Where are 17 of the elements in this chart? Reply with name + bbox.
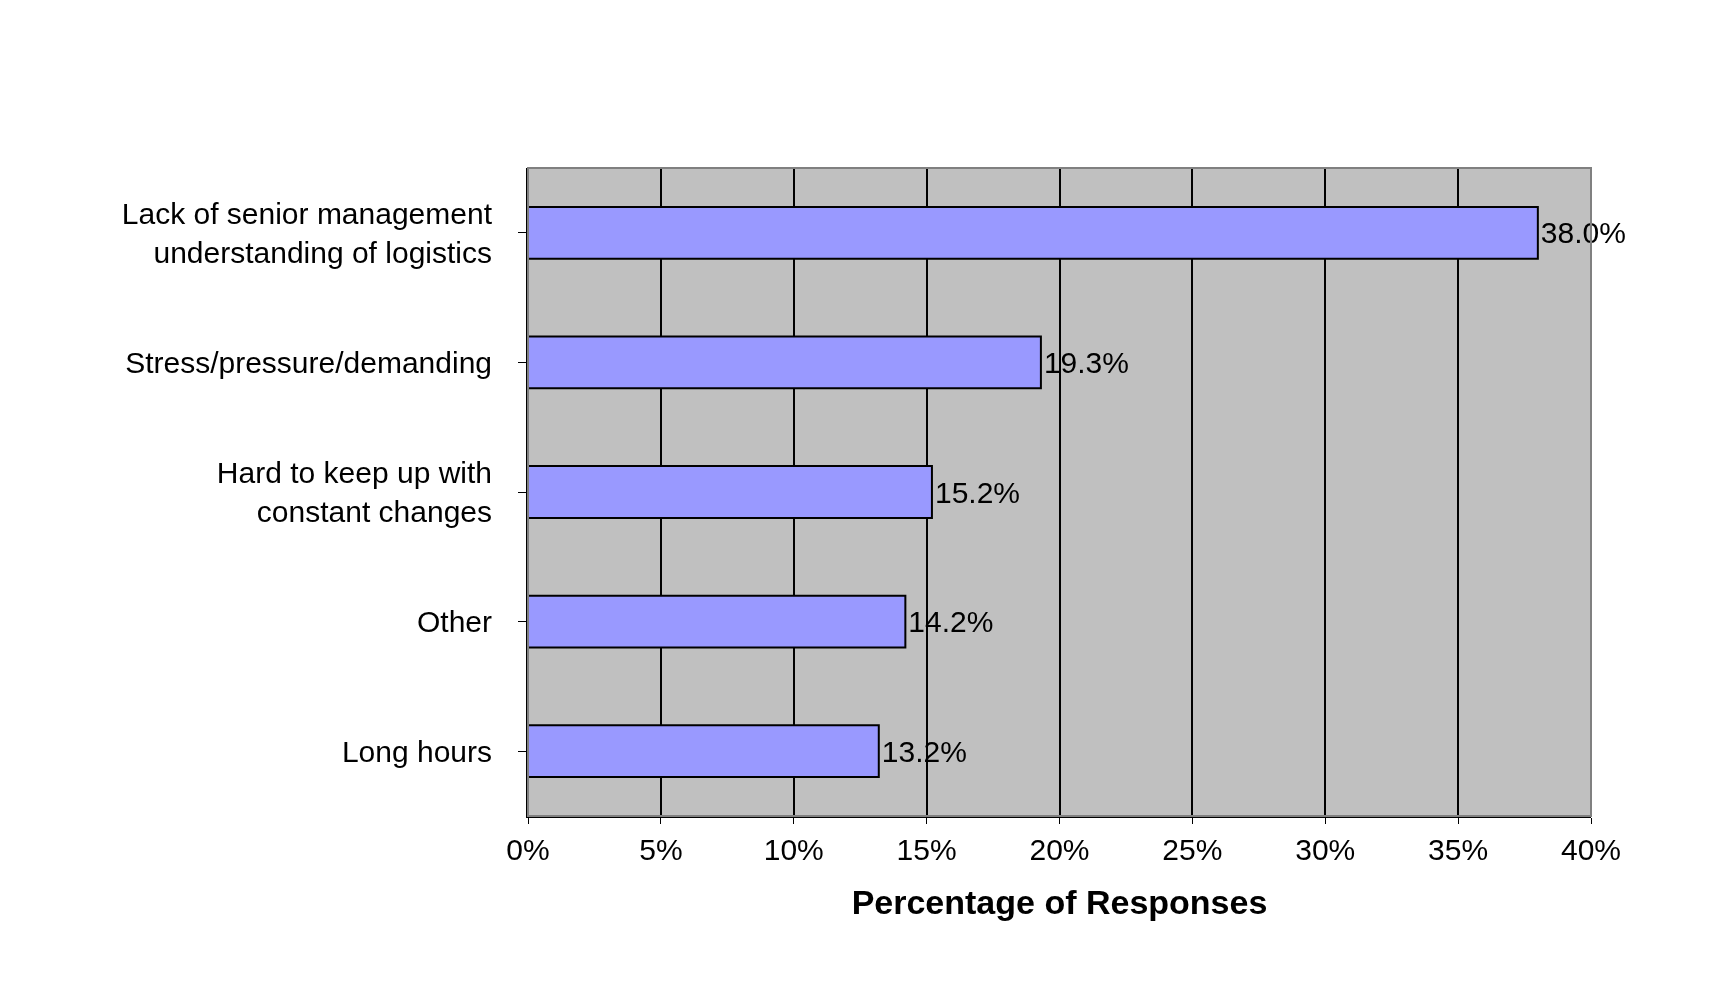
x-tick-label: 20% [1029,833,1090,866]
x-tick-label: 5% [639,833,683,866]
x-tick-label: 25% [1162,833,1223,866]
x-tick-label: 15% [896,833,957,866]
data-label: 38.0% [1540,216,1626,250]
x-tick-label: 10% [763,833,824,866]
x-tick-label: 35% [1428,833,1489,866]
y-tick-label: Hard to keep up with constant changes [216,456,492,528]
y-tick-label: Stress/pressure/demanding [125,345,492,379]
x-tick-label: 30% [1295,833,1356,866]
data-label: 15.2% [934,475,1021,509]
x-tick-label: 40% [1560,833,1622,866]
x-axis-title: Percentage of Responses [851,882,1268,921]
y-tick-label: Long hours [341,734,492,768]
y-tick-label: Other [416,605,493,639]
y-tick-label: Lack of senior management understanding of logistics [121,196,493,269]
x-tick-label: 0% [506,833,550,866]
